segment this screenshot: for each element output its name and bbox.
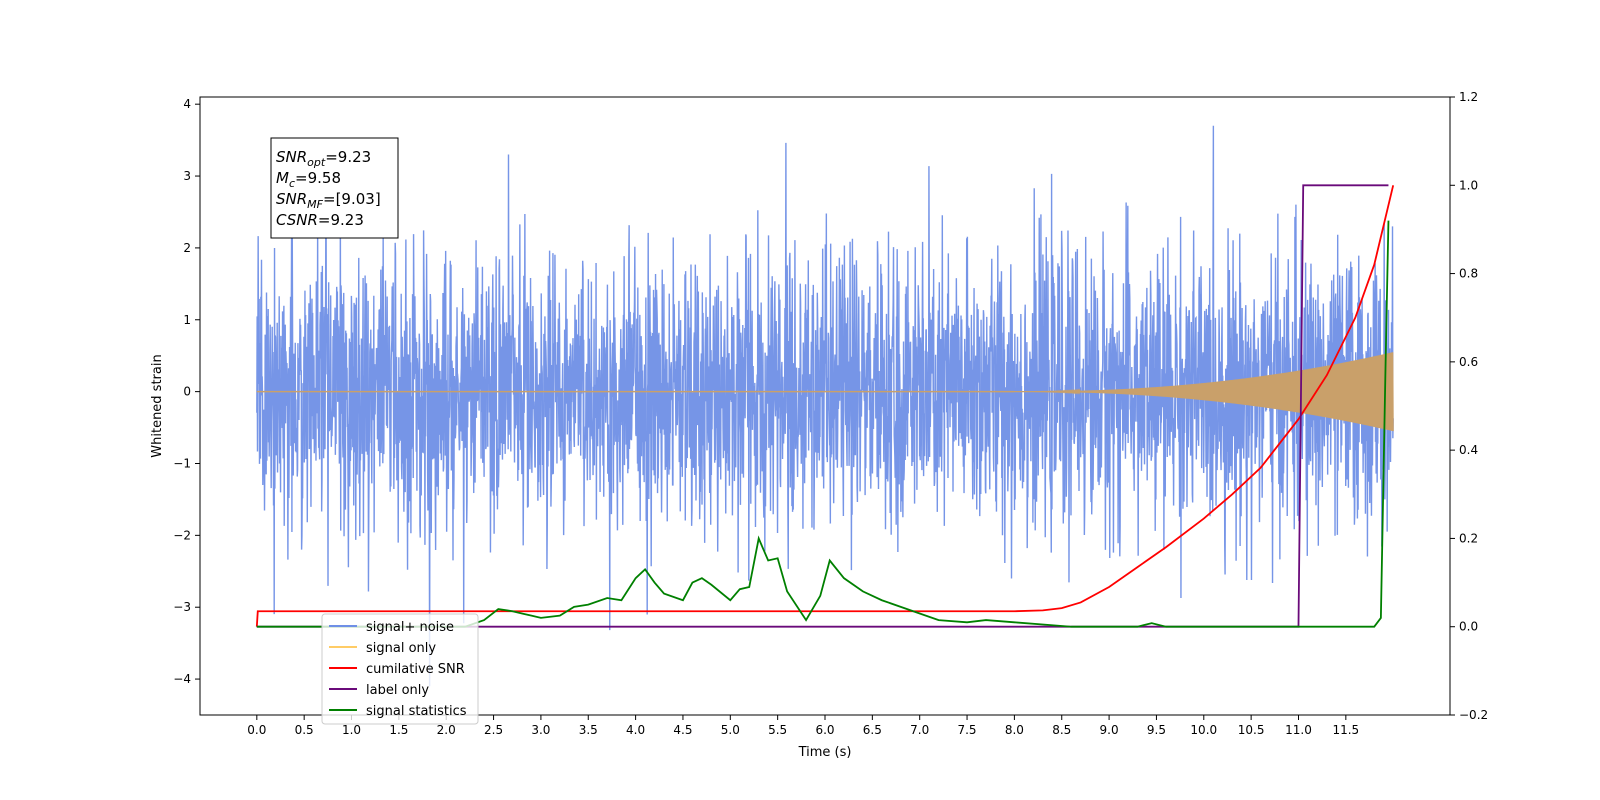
legend-label: signal+ noise (366, 620, 454, 635)
x-tick-label: 6.5 (863, 723, 882, 737)
y-tick-label: 3 (183, 169, 191, 183)
legend: signal+ noise signal only cumilative SNR la… (321, 613, 479, 725)
annotation-line: CSNR=9.23 (276, 211, 364, 229)
x-tick-label: 11.5 (1332, 723, 1359, 737)
x-tick-label: 3.0 (531, 723, 550, 737)
y2-tick-label: 0.6 (1459, 355, 1478, 369)
series-signal-only (256, 352, 1394, 432)
y-axis-label: Whitened strain (150, 354, 165, 457)
x-tick-label: 1.0 (342, 723, 361, 737)
y-tick-label: 1 (183, 313, 191, 327)
legend-frame (321, 613, 479, 725)
x-tick-label: 5.0 (721, 723, 740, 737)
series-cumilative-snr (255, 185, 1395, 627)
y-tick-label: 4 (183, 97, 191, 111)
y2-tick-label: 0.4 (1459, 443, 1478, 457)
legend-label: signal statistics (366, 704, 467, 719)
x-tick-label: 1.5 (389, 723, 408, 737)
x-axis-label: Time (s) (798, 745, 852, 760)
annotation-frame (270, 137, 399, 239)
series-signal-noise (256, 125, 1394, 687)
y2-tick-label: −0.2 (1459, 708, 1488, 722)
annotation-line: SNRMF=[9.03] (276, 190, 381, 211)
x-tick-label: 7.0 (910, 723, 929, 737)
x-tick-label: 9.0 (1100, 723, 1119, 737)
y-tick-label: 2 (183, 241, 191, 255)
plot-area (255, 125, 1395, 687)
legend-label: signal only (366, 641, 436, 656)
x-tick-label: 0.0 (247, 723, 266, 737)
annotation-line: SNRopt=9.23 (276, 148, 371, 169)
y-tick-label: −2 (173, 528, 191, 542)
x-tick-label: 8.0 (1005, 723, 1024, 737)
y2-tick-label: 0.0 (1459, 620, 1478, 634)
x-axis: 0.0 0.5 1.0 1.5 2.0 2.5 3.0 3.5 4.0 4.5 5.0 5.5 6.0 6… (247, 715, 1359, 737)
series-label-only (256, 184, 1389, 628)
y2-tick-label: 0.8 (1459, 267, 1478, 281)
x-tick-label: 10.0 (1190, 723, 1217, 737)
x-tick-label: 0.5 (295, 723, 314, 737)
x-tick-label: 10.5 (1238, 723, 1265, 737)
x-tick-label: 6.0 (815, 723, 834, 737)
legend-label: cumilative SNR (366, 662, 465, 677)
y-tick-label: −4 (173, 672, 191, 686)
x-tick-label: 3.5 (579, 723, 598, 737)
y-tick-label: 0 (183, 385, 191, 399)
x-tick-label: 2.5 (484, 723, 503, 737)
series-signal-statistics (256, 220, 1390, 628)
y-tick-label: −1 (173, 456, 191, 470)
y2-tick-label: 0.2 (1459, 531, 1478, 545)
y-axis-right: 1.2 1.0 0.8 0.6 0.4 0.2 0.0 −0.2 (1450, 90, 1488, 722)
x-tick-label: 2.0 (437, 723, 456, 737)
x-tick-label: 8.5 (1052, 723, 1071, 737)
y-tick-label: −3 (173, 600, 191, 614)
y2-tick-label: 1.0 (1459, 178, 1478, 192)
legend-label: label only (366, 683, 429, 698)
x-tick-label: 9.5 (1147, 723, 1166, 737)
x-tick-label: 7.5 (957, 723, 976, 737)
x-tick-label: 4.0 (626, 723, 645, 737)
x-tick-label: 4.5 (673, 723, 692, 737)
x-tick-label: 11.0 (1285, 723, 1312, 737)
y-axis-left: 4 3 2 1 0 −1 −2 −3 −4 (173, 97, 200, 686)
y2-tick-label: 1.2 (1459, 90, 1478, 104)
x-tick-label: 5.5 (768, 723, 787, 737)
annotation-line: Mc=9.58 (276, 169, 341, 190)
